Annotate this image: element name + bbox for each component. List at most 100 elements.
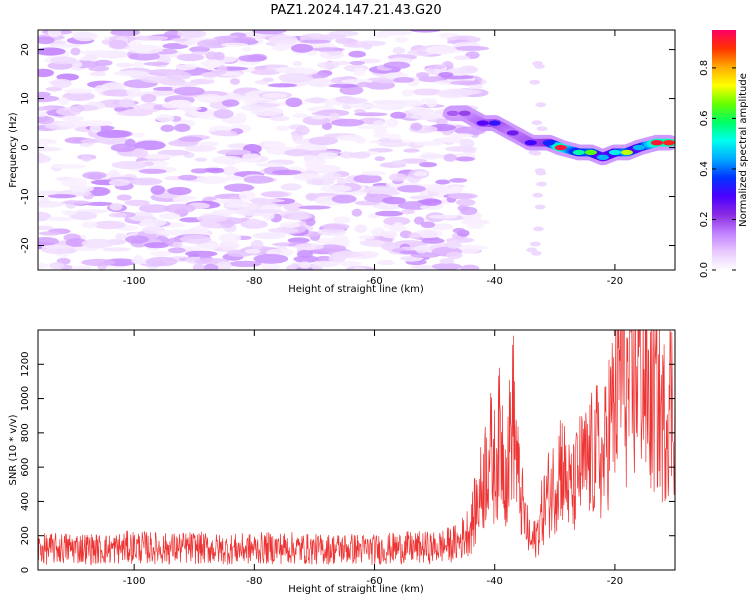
- noise-blob: [206, 168, 225, 174]
- noise-blob: [81, 154, 92, 162]
- noise-blob: [217, 149, 252, 156]
- noise-blob: [38, 68, 54, 78]
- noise-blob: [48, 43, 82, 48]
- noise-blob: [532, 192, 544, 198]
- noise-blob: [47, 30, 62, 38]
- noise-blob: [293, 243, 324, 250]
- noise-blob: [380, 230, 398, 239]
- noise-blob: [224, 202, 248, 208]
- noise-blob: [378, 141, 408, 148]
- noise-blob: [317, 61, 340, 69]
- noise-blob: [413, 141, 445, 146]
- colorbar-label: Normalized spectral amplitude: [738, 73, 749, 227]
- noise-blob: [383, 61, 411, 70]
- noise-blob: [372, 32, 391, 38]
- noise-blob: [435, 179, 451, 185]
- noise-blob: [430, 223, 454, 231]
- noise-blob: [196, 39, 230, 49]
- noise-blob: [333, 234, 349, 243]
- noise-blob: [196, 94, 224, 103]
- noise-blob: [299, 39, 331, 44]
- noise-blob: [62, 91, 95, 101]
- noise-blob: [267, 83, 298, 88]
- noise-blob: [176, 53, 205, 62]
- x-tick-label: -60: [366, 576, 382, 587]
- noise-blob: [288, 213, 310, 220]
- noise-blob: [390, 160, 408, 166]
- noise-blob: [124, 199, 150, 207]
- noise-blob: [353, 112, 388, 117]
- noise-blob: [269, 115, 290, 122]
- noise-blob: [409, 30, 441, 33]
- noise-blob: [455, 156, 475, 162]
- noise-blob: [441, 136, 464, 143]
- noise-blob: [62, 210, 76, 216]
- noise-blob: [38, 106, 56, 111]
- noise-blob: [331, 251, 364, 258]
- signal-point: [632, 144, 645, 151]
- signal-point: [542, 140, 555, 146]
- noise-blob: [359, 239, 386, 247]
- noise-blob: [159, 229, 194, 236]
- signal-point: [554, 144, 567, 151]
- noise-blob: [304, 97, 329, 104]
- noise-blob: [373, 120, 385, 127]
- y-tick-label: -10: [20, 188, 31, 204]
- noise-blob: [152, 86, 178, 91]
- noise-blob: [419, 204, 443, 210]
- noise-blob: [72, 31, 98, 42]
- noise-blob: [70, 47, 81, 56]
- noise-blob: [224, 183, 255, 192]
- noise-blob: [116, 110, 153, 117]
- snr-frame: [37, 329, 676, 571]
- noise-blob: [390, 111, 407, 119]
- x-tick-label: -100: [123, 276, 146, 287]
- noise-blob: [160, 124, 175, 132]
- noise-blob: [292, 113, 308, 119]
- noise-blob: [529, 79, 541, 85]
- noise-blob: [397, 185, 426, 193]
- snr-series-line: [38, 330, 675, 566]
- noise-blob: [449, 80, 482, 86]
- noise-blob: [250, 68, 281, 76]
- noise-blob: [409, 195, 433, 200]
- x-tick-label: -60: [366, 276, 382, 287]
- noise-blob: [85, 201, 114, 206]
- noise-blob: [339, 151, 355, 159]
- noise-blob: [468, 84, 483, 90]
- noise-blob: [58, 97, 70, 105]
- noise-blob: [221, 42, 248, 47]
- noise-blob: [389, 173, 407, 182]
- y-tick-label: 10: [20, 92, 31, 105]
- noise-blob: [530, 250, 542, 256]
- noise-blob: [238, 54, 267, 62]
- signal-point: [506, 130, 519, 136]
- noise-blob: [382, 196, 406, 205]
- noise-blob: [250, 197, 270, 204]
- noise-blob: [415, 245, 429, 254]
- noise-blob: [173, 123, 191, 132]
- noise-blob: [357, 81, 372, 88]
- figure-title: PAZ1.2024.147.21.43.G20: [270, 3, 441, 18]
- noise-blob: [383, 216, 411, 226]
- noise-blob: [110, 143, 138, 152]
- signal-point: [608, 149, 621, 156]
- noise-blob: [116, 62, 134, 68]
- y-tick-label: 600: [20, 458, 31, 477]
- noise-blob: [47, 194, 77, 199]
- noise-blob: [94, 59, 113, 66]
- x-tick-label: -80: [246, 576, 262, 587]
- noise-blob: [421, 237, 445, 244]
- noise-blob: [38, 211, 52, 222]
- noise-blob: [133, 255, 144, 265]
- noise-blob: [418, 230, 438, 238]
- noise-blob: [108, 169, 120, 178]
- noise-blob: [305, 178, 335, 186]
- noise-blob: [185, 250, 218, 257]
- y-tick-label: 1000: [20, 386, 31, 411]
- signal-point: [572, 149, 585, 156]
- noise-blob: [449, 185, 463, 194]
- noise-blob: [38, 231, 62, 236]
- colorbar-tick-label: 0.6: [699, 110, 710, 126]
